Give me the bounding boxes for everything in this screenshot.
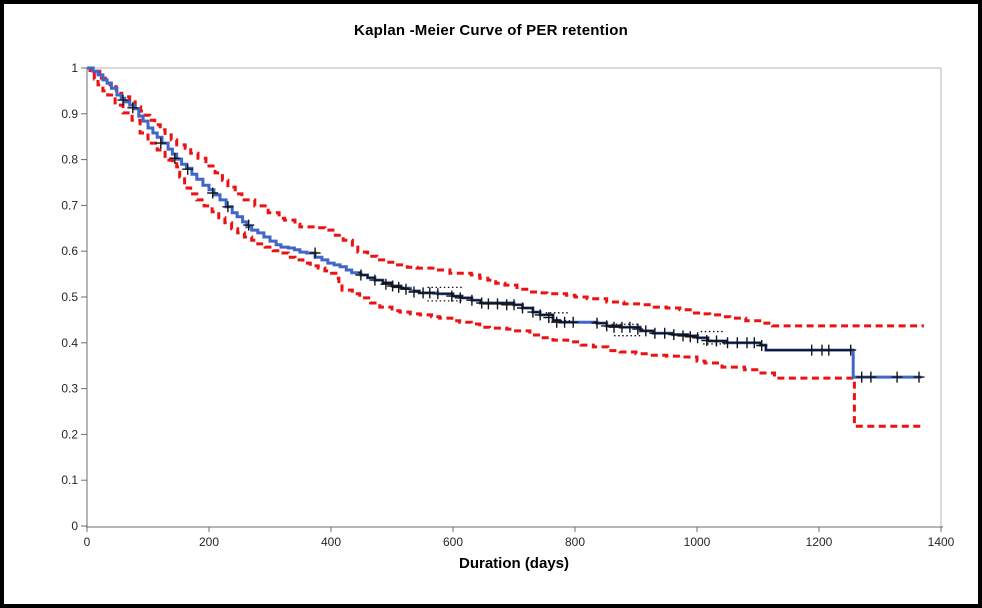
y-tick-label: 0 bbox=[71, 519, 78, 533]
x-tick-label: 1400 bbox=[928, 535, 955, 549]
y-tick-label: 0.6 bbox=[61, 244, 78, 258]
x-tick-label: 600 bbox=[443, 535, 463, 549]
y-tick-label: 0.1 bbox=[61, 473, 78, 487]
y-tick-label: 0.3 bbox=[61, 382, 78, 396]
x-tick-label: 400 bbox=[321, 535, 341, 549]
y-tick-label: 1 bbox=[71, 61, 78, 75]
y-tick-label: 0.7 bbox=[61, 198, 78, 212]
x-axis-label: Duration (days) bbox=[458, 555, 569, 572]
y-tick-label: 0.4 bbox=[61, 336, 78, 350]
x-tick-label: 0 bbox=[84, 535, 91, 549]
x-tick-label: 1200 bbox=[806, 535, 833, 549]
x-tick-label: 800 bbox=[565, 535, 585, 549]
censor-marks bbox=[117, 94, 925, 383]
upper-ci-curve bbox=[87, 66, 924, 328]
x-tick-label: 1000 bbox=[684, 535, 711, 549]
y-tick-label: 0.8 bbox=[61, 153, 78, 167]
x-tick-label: 200 bbox=[199, 535, 219, 549]
survival-curve bbox=[87, 66, 922, 379]
y-tick-label: 0.5 bbox=[61, 290, 78, 304]
y-tick-label: 0.2 bbox=[61, 427, 78, 441]
y-tick-label: 0.9 bbox=[61, 107, 78, 121]
chart-title: Kaplan -Meier Curve of PER retention bbox=[354, 22, 628, 39]
lower-ci-curve bbox=[87, 66, 921, 428]
